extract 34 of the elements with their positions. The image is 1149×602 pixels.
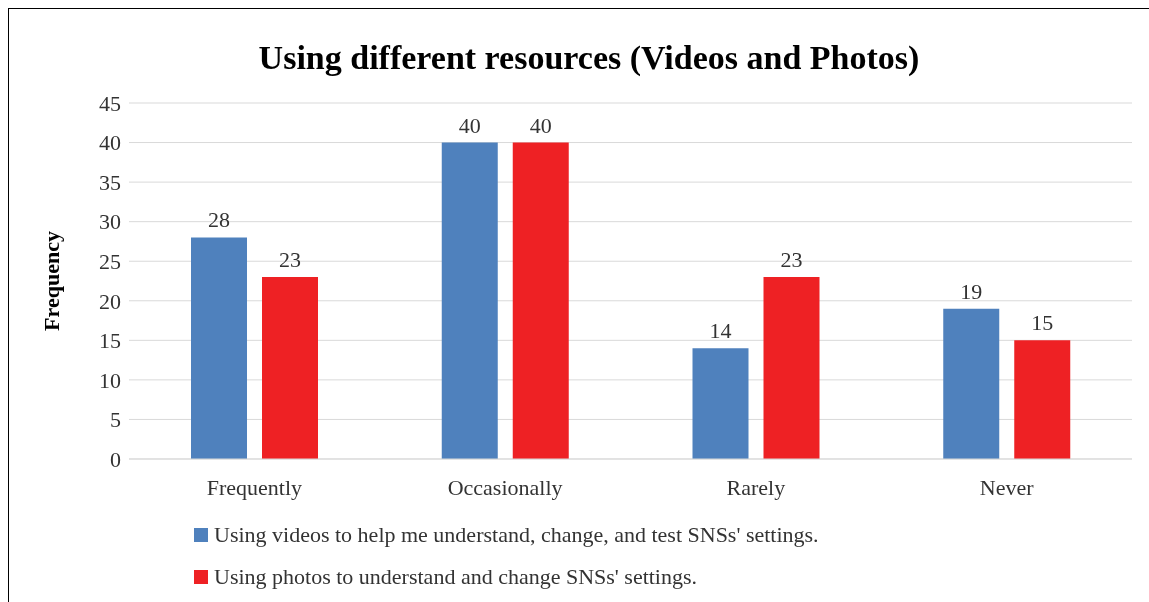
bar <box>692 348 749 459</box>
bar <box>512 142 569 459</box>
x-tick-label: Frequently <box>206 474 303 500</box>
y-tick-label: 30 <box>99 209 121 235</box>
y-tick-label: 0 <box>110 446 121 472</box>
data-label: 28 <box>208 207 230 233</box>
y-tick-label: 40 <box>99 130 121 156</box>
data-label: 19 <box>960 278 983 304</box>
y-tick-label: 25 <box>99 249 121 275</box>
legend-label: Using photos to understand and change SNSs' settings. <box>214 564 698 590</box>
data-label: 15 <box>1031 310 1054 336</box>
x-tick-label: Occasionally <box>447 474 563 500</box>
bar <box>441 142 498 459</box>
y-axis-title: Frequency <box>38 231 64 331</box>
y-tick-label: 35 <box>99 169 121 195</box>
x-tick-label: Never <box>979 474 1035 500</box>
data-label: 23 <box>279 247 301 273</box>
legend-label: Using videos to help me understand, change, and test SNSs' settings. <box>214 522 819 548</box>
x-tick-label: Rarely <box>726 474 786 500</box>
y-tick-label: 20 <box>99 288 121 314</box>
data-label: 40 <box>458 112 481 138</box>
data-label: 40 <box>529 112 552 138</box>
y-tick-label: 15 <box>99 328 121 354</box>
chart-title: Using different resources (Videos and Photos) <box>257 39 921 77</box>
y-tick-label: 5 <box>110 407 121 433</box>
data-label: 14 <box>709 318 732 344</box>
bar <box>943 308 1000 459</box>
y-tick-label: 10 <box>99 367 121 393</box>
data-label: 23 <box>780 247 803 273</box>
bar <box>262 277 318 459</box>
y-tick-label: 45 <box>99 90 121 116</box>
bar <box>1014 340 1071 459</box>
bar <box>191 237 247 459</box>
bar <box>763 277 820 459</box>
